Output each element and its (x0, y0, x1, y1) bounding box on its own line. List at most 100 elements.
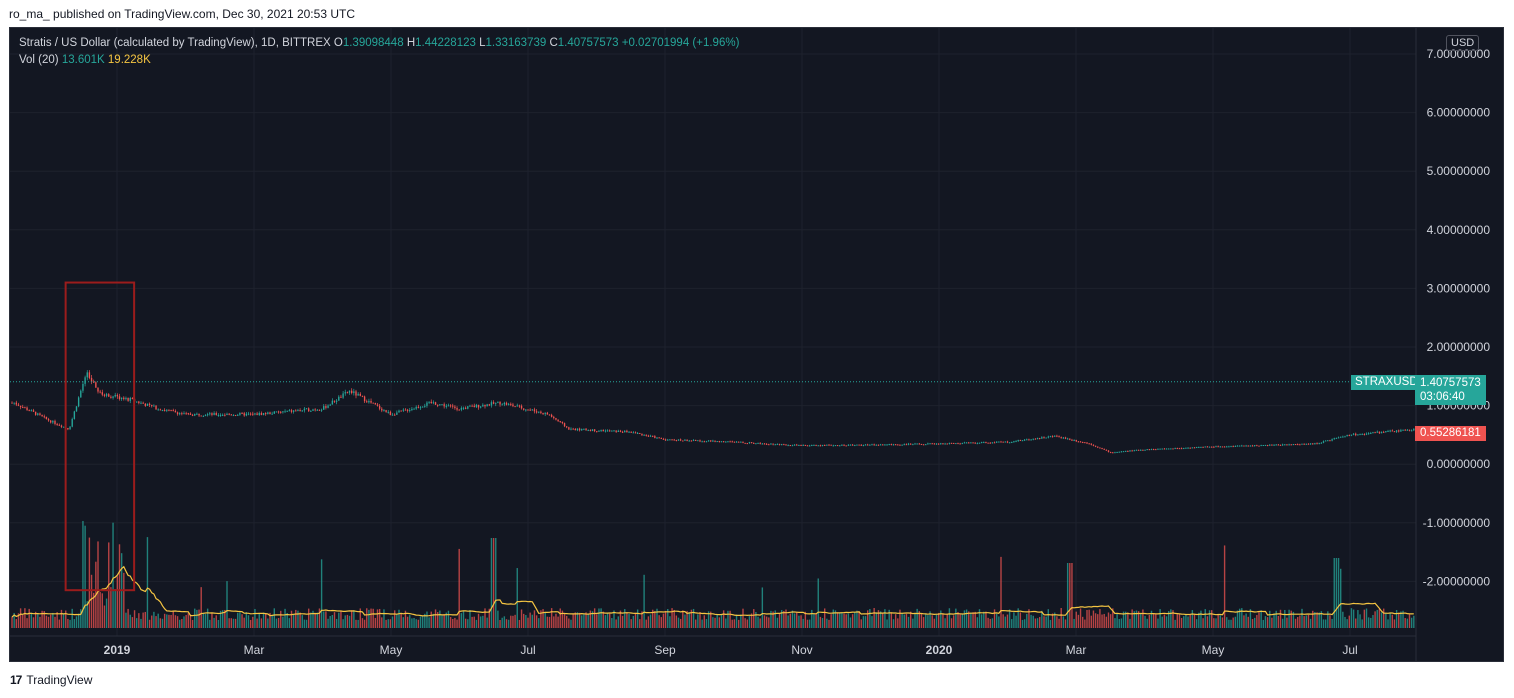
candle-body (118, 396, 121, 399)
candle-body (983, 442, 985, 444)
volume-bar (1292, 611, 1295, 628)
volume-bar (1226, 617, 1228, 628)
volume-bar (1170, 609, 1172, 628)
volume-bar (714, 617, 716, 628)
candle-body (974, 442, 976, 444)
volume-bar (991, 618, 994, 628)
volume-bar (925, 614, 927, 628)
candle-body (707, 440, 710, 442)
volume-bar (445, 612, 447, 628)
candle-body (759, 442, 761, 444)
candle-body (864, 444, 867, 446)
candle-body (56, 423, 58, 425)
volume-bar (1393, 619, 1396, 628)
candle-body (892, 444, 895, 446)
candle-body (1019, 439, 1022, 441)
volume-bar (1331, 618, 1333, 628)
candle-body (1137, 449, 1140, 451)
candle-body (335, 400, 338, 402)
candle-body (275, 411, 278, 413)
volume-bar (1011, 619, 1013, 628)
volume-bar (796, 612, 798, 628)
candle-body (1370, 433, 1372, 435)
candle-body (787, 445, 789, 447)
volume-bar (763, 615, 766, 628)
candle-body (1170, 448, 1172, 450)
candle-body (533, 409, 536, 412)
volume-bar (47, 616, 50, 628)
candle-body (1228, 446, 1230, 448)
volume-bar (523, 613, 525, 628)
candle-body (1277, 444, 1280, 446)
candle-body (228, 413, 230, 415)
candle-body (383, 410, 385, 412)
volume-bar (697, 614, 699, 628)
candle-body (871, 444, 873, 446)
candle-body (1410, 430, 1413, 432)
candle-body (1112, 452, 1114, 454)
candle-body (310, 410, 312, 412)
candle-body (955, 443, 957, 445)
volume-bar (30, 612, 33, 628)
footer-brand[interactable]: TradingView (26, 673, 93, 687)
volume-bar (1236, 610, 1239, 628)
volume-bar (1032, 615, 1034, 628)
candle-body (243, 413, 245, 416)
volume-bar (424, 613, 426, 628)
candle-body (643, 434, 645, 436)
volume-bar (533, 610, 536, 628)
candle-body (701, 441, 703, 443)
candle-body (682, 440, 684, 442)
volume-bar (1129, 618, 1131, 628)
candle-body (163, 410, 166, 412)
volume-bar (37, 614, 39, 628)
candle-body (183, 413, 185, 415)
chart-svg[interactable]: 7.000000006.000000005.000000004.00000000… (10, 28, 1504, 662)
candle-body (563, 423, 566, 427)
volume-bar (56, 612, 58, 628)
candle-body (202, 415, 205, 417)
candle-body (686, 439, 688, 441)
volume-bar (290, 610, 293, 628)
volume-bar (265, 613, 267, 628)
candle-body (1054, 435, 1056, 437)
candle-body (931, 443, 933, 445)
volume-bar (219, 610, 222, 628)
volume-bar (636, 609, 639, 628)
volume-bar (772, 611, 774, 628)
candle-body (1236, 445, 1239, 447)
candle-body (37, 413, 39, 415)
candle-body (669, 439, 671, 441)
volume-bar (851, 614, 854, 628)
volume-bar (682, 610, 684, 628)
legend-title[interactable]: Stratis / US Dollar (calculated by Tradi… (19, 37, 331, 49)
volume-bar (946, 613, 948, 628)
currency-button[interactable]: USD (1446, 35, 1480, 51)
candle-body (596, 431, 598, 433)
candle-body (660, 437, 662, 439)
candle-body (645, 434, 647, 436)
volume-bar (1247, 616, 1249, 628)
candle-body (1157, 448, 1159, 450)
candle-body (1387, 431, 1389, 433)
candle-body (492, 402, 495, 404)
volume-bar (1213, 618, 1215, 628)
candle-body (230, 414, 232, 416)
volume-bar (566, 615, 568, 628)
volume-bar (1335, 558, 1338, 628)
volume-bar (62, 614, 65, 628)
volume-bar (568, 618, 570, 628)
volume-bar (1157, 618, 1159, 628)
legend-vol-label[interactable]: Vol (20) (19, 54, 59, 66)
candle-body (495, 402, 497, 404)
candle-body (254, 413, 256, 415)
tradingview-logo-icon: 17 (10, 673, 22, 687)
candle-body (1262, 445, 1264, 447)
chart-frame[interactable]: 7.00000000 6.00000000 5.00000000 4.00000000… (9, 27, 1504, 662)
candle-body (806, 445, 809, 447)
candle-body (1165, 448, 1168, 450)
candle-body (460, 407, 463, 410)
volume-bar (15, 619, 17, 628)
candle-body (1395, 430, 1398, 432)
candle-body (1208, 446, 1211, 448)
